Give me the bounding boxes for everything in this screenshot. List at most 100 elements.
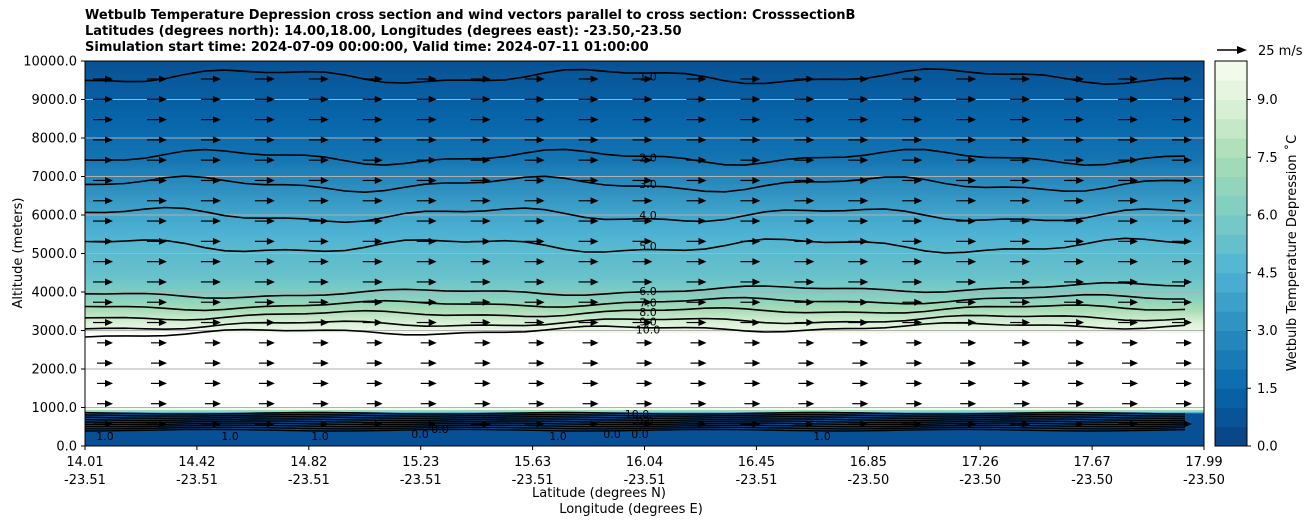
wind-vector-head bbox=[105, 339, 113, 347]
wind-vector-head bbox=[1130, 197, 1139, 205]
wind-vector-head bbox=[482, 298, 491, 306]
contour-line bbox=[85, 281, 1186, 300]
wind-vector-head bbox=[1076, 379, 1085, 387]
wind-vector-head bbox=[428, 156, 437, 164]
wind-vector-head bbox=[698, 95, 707, 103]
wind-vector-head bbox=[105, 420, 113, 428]
contour-fill-band bbox=[85, 132, 1204, 135]
y-tick-label: 2000.0 bbox=[32, 363, 78, 378]
wind-vector-head bbox=[1130, 156, 1139, 164]
wind-vector-head bbox=[860, 319, 869, 327]
wind-vector-head bbox=[968, 136, 977, 144]
wind-vector-head bbox=[590, 156, 599, 164]
contour-fill-band bbox=[85, 107, 1204, 110]
contour-fill-band bbox=[85, 390, 1204, 393]
contour-fill-band bbox=[85, 64, 1204, 68]
wind-vector-head bbox=[698, 75, 707, 83]
wind-vector-head bbox=[644, 217, 653, 225]
y-tick-label: 10000.0 bbox=[23, 55, 77, 70]
wind-vector-head bbox=[212, 339, 221, 347]
wind-vector-head bbox=[320, 116, 329, 124]
wind-vector-head bbox=[1130, 237, 1139, 245]
x-tick-label-lat: 14.01 bbox=[66, 455, 103, 470]
contour-fill-band bbox=[85, 203, 1204, 206]
wind-vector-head bbox=[105, 176, 113, 184]
x-tick-label-lon: -23.50 bbox=[959, 473, 1001, 488]
contour-fill-band bbox=[85, 172, 1204, 176]
wind-vector-head bbox=[482, 116, 491, 124]
contour-fill-band bbox=[85, 315, 1204, 318]
contour-line bbox=[85, 206, 1186, 224]
wind-vector-head bbox=[806, 116, 815, 124]
wind-vector-head bbox=[212, 197, 221, 205]
wind-vector-head bbox=[536, 95, 545, 103]
wind-vector-head bbox=[428, 278, 437, 286]
wind-vector-head bbox=[536, 156, 545, 164]
wind-vector-head bbox=[860, 278, 869, 286]
wind-vector-head bbox=[752, 420, 761, 428]
wind-vector-head bbox=[158, 176, 167, 184]
wind-vector-head bbox=[914, 136, 923, 144]
wind-vector-head bbox=[212, 278, 221, 286]
surface-contour-label: 1.0 bbox=[311, 430, 329, 443]
wind-vector-head bbox=[698, 278, 707, 286]
wind-vector-head bbox=[860, 339, 869, 347]
contour-fill-band bbox=[85, 207, 1204, 210]
y-tick-label: 0.0 bbox=[56, 440, 77, 455]
wind-vector-head bbox=[806, 176, 815, 184]
contour-fill-band bbox=[85, 388, 1204, 391]
wind-vector-head bbox=[212, 420, 221, 428]
wind-vector-head bbox=[698, 339, 707, 347]
contour-fill-band bbox=[85, 367, 1204, 370]
colorbar-swatch bbox=[1215, 388, 1247, 408]
wind-vector-head bbox=[428, 95, 437, 103]
wind-vector-head bbox=[1130, 258, 1139, 266]
x-tick-label-lat: 17.67 bbox=[1073, 455, 1110, 470]
contour-fill-band bbox=[85, 351, 1204, 355]
wind-vector-head bbox=[105, 298, 113, 306]
wind-vector-head bbox=[105, 319, 113, 327]
contour-fill-band bbox=[85, 103, 1204, 106]
wind-vector-head bbox=[644, 400, 653, 408]
wind-vector-head bbox=[860, 217, 869, 225]
wind-vector-head bbox=[105, 197, 113, 205]
wind-vector-head bbox=[374, 420, 383, 428]
wind-vector-head bbox=[158, 298, 167, 306]
contour-fill-band bbox=[85, 397, 1204, 401]
wind-vector-head bbox=[644, 176, 653, 184]
wind-vector-head bbox=[212, 156, 221, 164]
contour-fill-band bbox=[85, 253, 1204, 257]
wind-vector-head bbox=[482, 136, 491, 144]
wind-vector-head bbox=[644, 95, 653, 103]
wind-vector-head bbox=[158, 116, 167, 124]
wind-vector-head bbox=[752, 298, 761, 306]
wind-vector-head bbox=[968, 258, 977, 266]
wind-vector-head bbox=[536, 258, 545, 266]
wind-vector-head bbox=[320, 278, 329, 286]
surface-contour-label: 0.0 bbox=[431, 423, 449, 436]
wind-vector-head bbox=[1022, 278, 1031, 286]
colorbar-tick-label: 9.0 bbox=[1257, 93, 1278, 108]
contour-fill-band bbox=[85, 62, 1204, 66]
contour-fill-band bbox=[85, 266, 1204, 270]
wind-vector-head bbox=[914, 156, 923, 164]
wind-vector-head bbox=[590, 136, 599, 144]
wind-vector-head bbox=[320, 237, 329, 245]
x-tick-label-lon: -23.50 bbox=[1071, 473, 1113, 488]
wind-vector-head bbox=[644, 278, 653, 286]
wind-vector-head bbox=[374, 95, 383, 103]
wind-vector-head bbox=[644, 379, 653, 387]
surface-contour-line bbox=[85, 415, 1186, 420]
y-tick-label: 5000.0 bbox=[32, 247, 78, 262]
wind-vector-head bbox=[266, 339, 275, 347]
wind-vector-head bbox=[968, 359, 977, 367]
wind-vector-head bbox=[428, 339, 437, 347]
x-axis-label-latitude: Latitude (degrees N) bbox=[532, 486, 666, 501]
plot-area: 1.02.03.04.05.06.07.08.09.010.01.01.01.0… bbox=[84, 60, 1205, 447]
wind-vector-head bbox=[1184, 379, 1192, 387]
wind-vector-head bbox=[320, 176, 329, 184]
wind-vector-head bbox=[536, 116, 545, 124]
surface-contour-label: 0.0 bbox=[411, 428, 429, 441]
wind-vector-head bbox=[1076, 258, 1085, 266]
